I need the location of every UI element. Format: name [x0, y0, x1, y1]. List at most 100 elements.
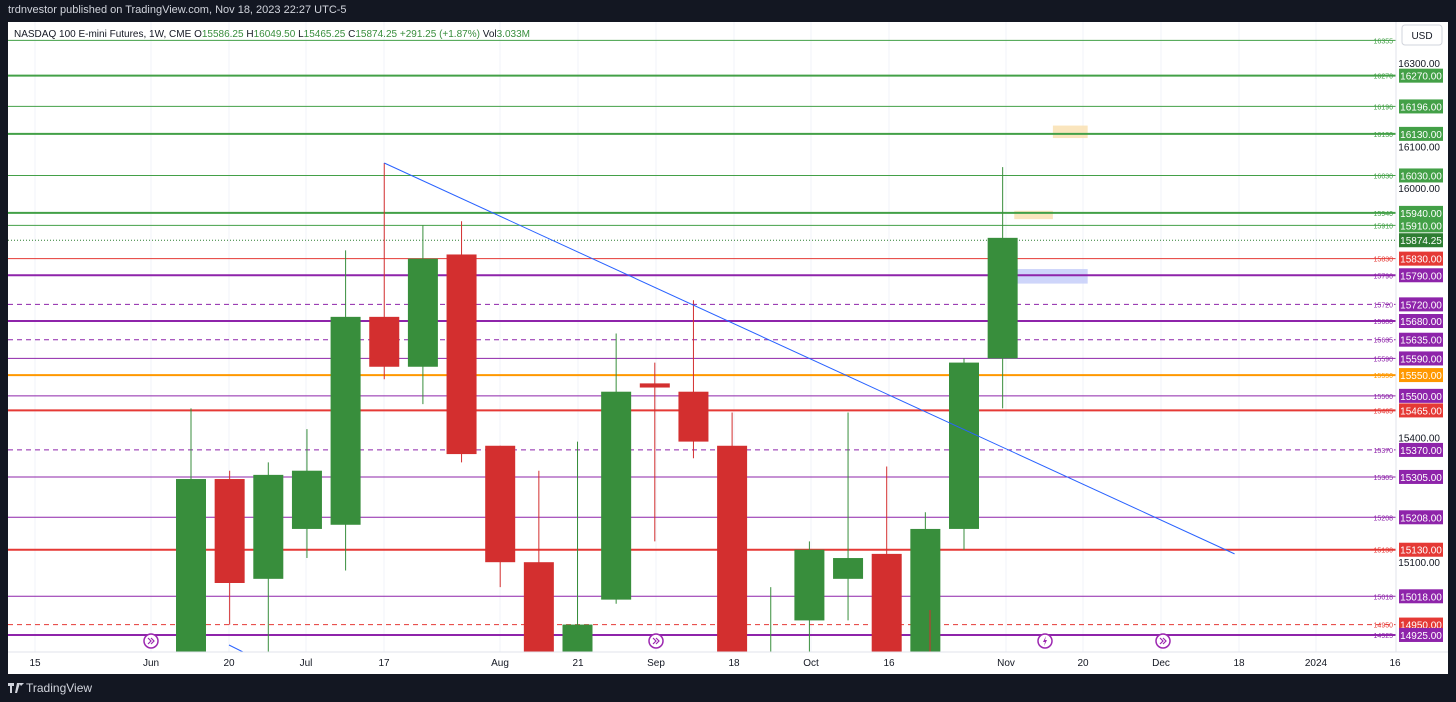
level-value-label: 15910: [1374, 223, 1394, 230]
price-tag: 16030.00: [1399, 168, 1443, 183]
price-tag-label: 16130.00: [1400, 130, 1442, 141]
price-tag-label: 14950.00: [1400, 621, 1442, 632]
level-value-label: 15830: [1374, 257, 1394, 264]
level-value-label: 15018: [1374, 594, 1394, 601]
price-tag: 15590.00: [1399, 351, 1443, 366]
header-bar: trdnvestor published on TradingView.com,…: [0, 0, 1456, 22]
candle: [291, 429, 322, 559]
price-tag: 16196.00: [1399, 99, 1443, 114]
y-tick-label: 15400.00: [1398, 433, 1440, 444]
candle: [562, 441, 593, 652]
price-tag: 15370.00: [1399, 442, 1443, 457]
price-tag-label: 14925.00: [1400, 631, 1442, 642]
price-tag-label: 15940.00: [1400, 209, 1442, 220]
price-tag: 15720.00: [1399, 297, 1443, 312]
ohlc-legend: NASDAQ 100 E-mini Futures, 1W, CME O1558…: [14, 29, 530, 40]
candle: [833, 412, 864, 621]
candle: [678, 300, 709, 459]
price-tag-label: 15590.00: [1400, 354, 1442, 365]
price-tag-label: 15790.00: [1400, 271, 1442, 282]
candle-body: [601, 391, 632, 600]
price-tag-label: 15830.00: [1400, 255, 1442, 266]
candle-body: [214, 479, 245, 583]
y-tick-label: 16000.00: [1398, 184, 1440, 195]
price-tag-label: 15208.00: [1400, 513, 1442, 524]
x-tick-label: 16: [1389, 658, 1401, 669]
level-value-label: 15208: [1374, 515, 1394, 522]
level-value-label: 15590: [1374, 356, 1394, 363]
level-value-label: 15500: [1374, 394, 1394, 401]
candle-body: [291, 470, 322, 529]
level-value-label: 15940: [1374, 211, 1394, 218]
x-tick-label: Aug: [491, 658, 509, 669]
candle: [330, 250, 361, 571]
candle-body: [910, 528, 941, 652]
dividend-arrow-icon: [648, 633, 664, 649]
candle-body: [717, 445, 748, 652]
trend-line: [384, 162, 1235, 555]
x-tick-label: 18: [1233, 658, 1245, 669]
price-tag: 15500.00: [1399, 388, 1443, 403]
price-tag: 15465.00: [1399, 403, 1443, 418]
price-tag: 14925.00: [1399, 627, 1443, 642]
level-value-label: 14950: [1374, 623, 1394, 630]
level-value-label: 15720: [1374, 302, 1394, 309]
candle: [601, 333, 632, 604]
candle-body: [871, 553, 902, 652]
candle: [949, 358, 979, 550]
candle-body: [407, 258, 438, 367]
x-tick-label: Oct: [803, 658, 819, 669]
candle: [639, 362, 670, 542]
candle-body: [523, 562, 554, 652]
price-tag: 15550.00: [1399, 368, 1443, 383]
price-tag-label: 16270.00: [1400, 72, 1442, 83]
price-tag-label: 15130.00: [1400, 546, 1442, 557]
candle: [369, 162, 400, 380]
level-value-label: 16270: [1374, 74, 1394, 81]
price-tag: 15940.00: [1399, 205, 1443, 220]
candle-body: [253, 474, 284, 579]
candle-body: [485, 445, 516, 563]
candle-body: [330, 316, 361, 525]
level-value-label: 16196: [1374, 104, 1394, 111]
x-tick-label: Dec: [1152, 658, 1170, 669]
x-tick-label: Sep: [647, 658, 665, 669]
x-tick-label: Jun: [143, 658, 159, 669]
candle: [523, 470, 554, 652]
candle: [446, 221, 477, 463]
level-value-label: 16130: [1374, 132, 1394, 139]
currency-button[interactable]: USD: [1401, 24, 1443, 46]
candle: [407, 225, 438, 405]
level-value-label: 15465: [1374, 408, 1394, 415]
price-tag: 15790.00: [1399, 268, 1443, 283]
level-value-label: 16030: [1374, 173, 1394, 180]
y-tick-label: 16300.00: [1398, 59, 1440, 70]
level-value-label: 15130: [1374, 548, 1394, 555]
price-tag-label: 15500.00: [1400, 392, 1442, 403]
level-value-label: 14925: [1374, 633, 1394, 640]
level-value-label: 15790: [1374, 273, 1394, 280]
candle: [214, 470, 245, 625]
candle: [770, 587, 772, 652]
price-tag: 15830.00: [1399, 251, 1443, 266]
candle: [176, 408, 206, 652]
price-tag: 15680.00: [1399, 314, 1443, 329]
x-tick-label: Nov: [997, 658, 1015, 669]
candle-body: [176, 479, 206, 652]
y-tick-label: 16100.00: [1398, 142, 1440, 153]
price-tag: 15130.00: [1399, 542, 1443, 557]
candle-body: [639, 383, 670, 388]
x-tick-label: 20: [223, 658, 235, 669]
price-tag: 16270.00: [1399, 68, 1443, 83]
candle: [253, 462, 284, 652]
candle-body: [369, 316, 400, 367]
price-tag-label: 15465.00: [1400, 406, 1442, 417]
price-tag-label: 15550.00: [1400, 371, 1442, 382]
x-tick-label: 17: [378, 658, 390, 669]
candle: [987, 167, 1018, 409]
level-value-label: 15680: [1374, 319, 1394, 326]
price-tag: 15018.00: [1399, 589, 1443, 604]
trend-line: [228, 644, 244, 652]
plot-area: [8, 22, 1396, 652]
